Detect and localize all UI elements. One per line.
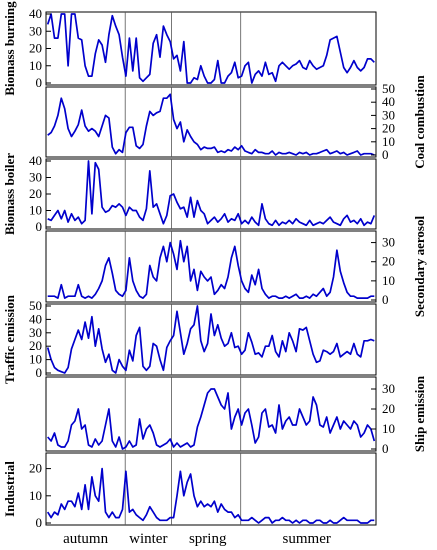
series-lines	[46, 13, 376, 524]
y-tick-label: 20	[29, 186, 42, 201]
y-axis-title: Ship emission	[412, 375, 427, 452]
y-tick-label: 10	[29, 58, 42, 73]
panel-frame	[45, 86, 377, 158]
x-season-label: autumn	[63, 531, 108, 547]
y-tick-label: 20	[29, 41, 42, 56]
panel-frame	[45, 452, 377, 526]
panel-frame	[45, 376, 377, 452]
axis-ticks	[46, 13, 376, 524]
y-tick-label: 0	[36, 219, 43, 234]
series-line	[47, 93, 375, 156]
x-season-label: spring	[189, 531, 227, 547]
y-tick-label: 30	[29, 325, 42, 340]
y-tick-label: 30	[382, 107, 395, 122]
y-tick-label: 0	[36, 75, 43, 90]
series-line	[47, 388, 376, 450]
panel-frames	[45, 11, 377, 526]
season-dividers	[124, 12, 242, 525]
series-line	[46, 305, 375, 374]
y-tick-label: 50	[29, 298, 42, 313]
series-line	[46, 13, 375, 84]
y-tick-label: 20	[382, 254, 395, 269]
x-season-label: summer	[283, 531, 331, 547]
y-tick-label: 0	[382, 292, 389, 307]
y-tick-label: 40	[29, 311, 42, 326]
y-tick-label: 10	[382, 134, 395, 149]
y-tick-label: 30	[382, 381, 395, 396]
y-tick-label: 40	[382, 94, 395, 109]
y-axis-title: Secondary aerosol	[412, 216, 427, 318]
y-axis-title: Industrial	[2, 461, 17, 517]
y-axis-title: Biomass boiler	[2, 153, 17, 235]
y-tick-label: 30	[29, 23, 42, 38]
series-line	[47, 239, 375, 299]
y-tick-label: 30	[382, 235, 395, 250]
y-tick-label: 10	[29, 203, 42, 218]
y-tick-label: 40	[29, 6, 42, 21]
y-tick-label: 0	[382, 147, 389, 162]
series-line	[47, 160, 376, 227]
y-tick-label: 20	[29, 338, 42, 353]
y-tick-label: 0	[36, 365, 43, 380]
y-axis-title: Biomass burning	[2, 1, 17, 96]
panel-frame	[45, 11, 377, 86]
series-line	[46, 467, 375, 524]
y-tick-label: 10	[382, 273, 395, 288]
y-tick-label: 10	[29, 488, 42, 503]
y-tick-label: 40	[29, 153, 42, 168]
y-axis-title: Coal combustion	[412, 74, 427, 168]
y-tick-label: 30	[29, 170, 42, 185]
y-tick-label: 20	[29, 461, 42, 476]
y-tick-label: 50	[382, 81, 395, 96]
x-season-label: winter	[129, 531, 167, 547]
panel-frame	[45, 230, 377, 303]
y-tick-label: 20	[382, 401, 395, 416]
y-tick-label: 10	[382, 421, 395, 436]
panel-frame	[45, 303, 377, 376]
y-tick-label: 20	[382, 121, 395, 136]
y-tick-label: 0	[382, 441, 389, 456]
y-tick-label: 10	[29, 352, 42, 367]
y-tick-label: 0	[36, 515, 43, 530]
y-axis-title: Traffic emission	[2, 294, 17, 384]
